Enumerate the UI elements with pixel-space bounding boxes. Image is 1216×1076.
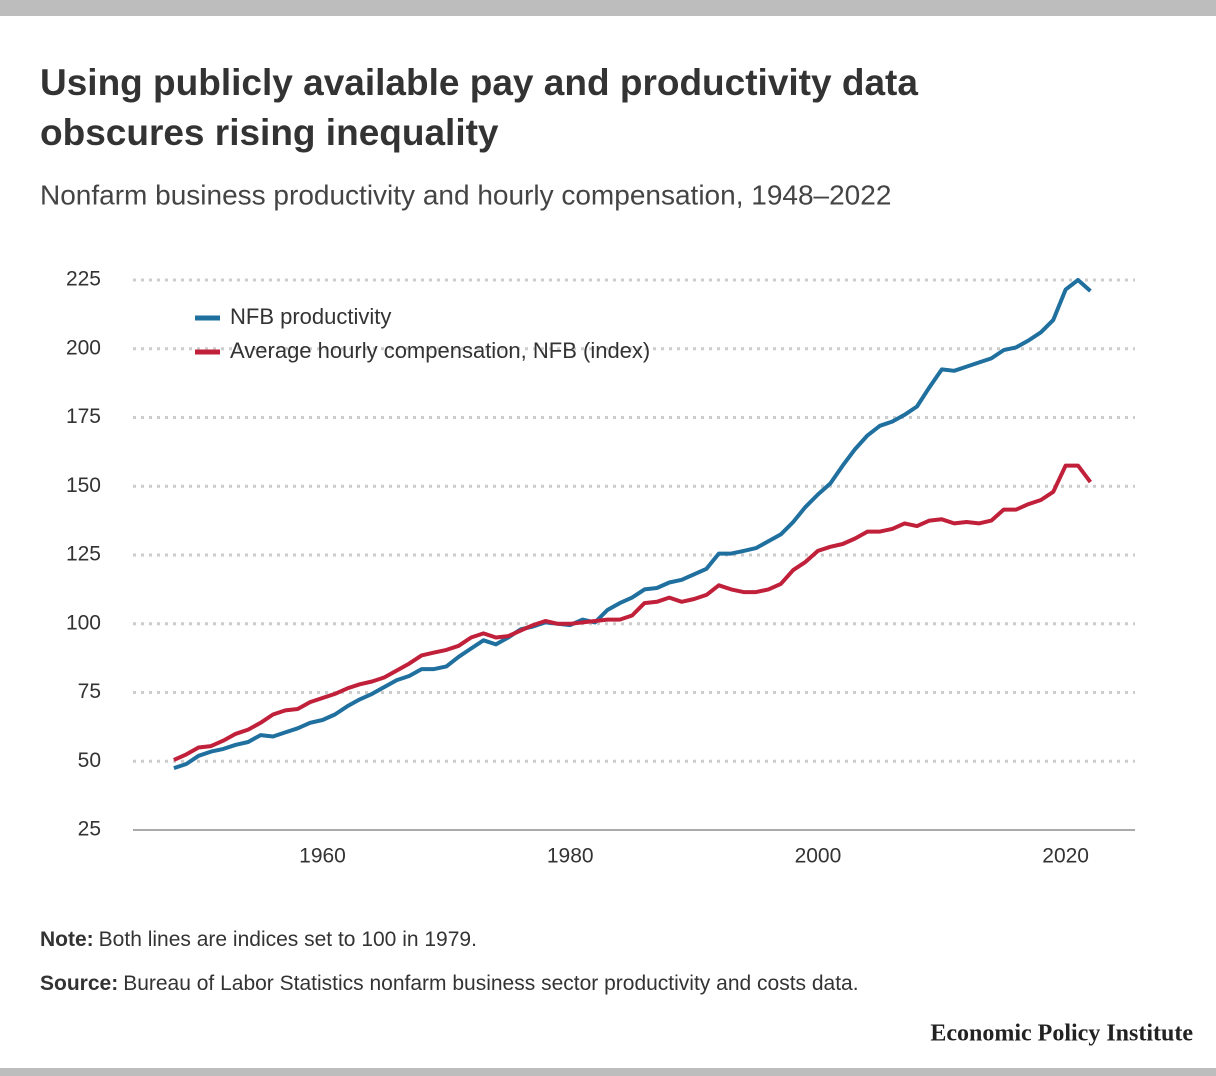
series-line xyxy=(173,278,1092,770)
y-tick-label: 225 xyxy=(66,268,101,291)
chart-title: Using publicly available pay and product… xyxy=(40,62,918,153)
chart-subtitle: Nonfarm business productivity and hourly… xyxy=(40,179,891,210)
source-text: Bureau of Labor Statistics nonfarm busin… xyxy=(123,972,858,995)
y-tick-label: 175 xyxy=(66,405,101,428)
y-tick-label: 125 xyxy=(66,543,101,566)
title-line: obscures rising inequality xyxy=(40,112,499,153)
source: Source: Bureau of Labor Statistics nonfar… xyxy=(40,972,859,995)
y-tick-label: 200 xyxy=(66,336,101,359)
y-tick-label: 75 xyxy=(78,680,101,703)
note: Note: Both lines are indices set to 100 i… xyxy=(40,928,477,951)
top-bar xyxy=(0,0,1216,16)
x-tick-label: 1960 xyxy=(299,845,346,868)
bottom-bar xyxy=(0,1068,1216,1076)
source-label: Source: xyxy=(40,972,118,995)
x-tick-label: 2020 xyxy=(1042,845,1089,868)
legend-label: NFB productivity xyxy=(230,304,391,329)
x-tick-label: 2000 xyxy=(795,845,842,868)
x-tick-label: 1980 xyxy=(547,845,594,868)
y-tick-label: 150 xyxy=(66,474,101,497)
note-label: Note: xyxy=(40,928,94,951)
legend-label: Average hourly compensation, NFB (index) xyxy=(230,338,650,363)
y-tick-label: 100 xyxy=(66,611,101,634)
title-line: Using publicly available pay and product… xyxy=(40,62,918,103)
series-line xyxy=(173,463,1092,762)
note-text: Both lines are indices set to 100 in 197… xyxy=(99,928,477,951)
footer: Economic Policy Institute xyxy=(930,1021,1193,1047)
y-tick-label: 50 xyxy=(78,749,101,772)
y-tick-label: 25 xyxy=(78,818,101,841)
